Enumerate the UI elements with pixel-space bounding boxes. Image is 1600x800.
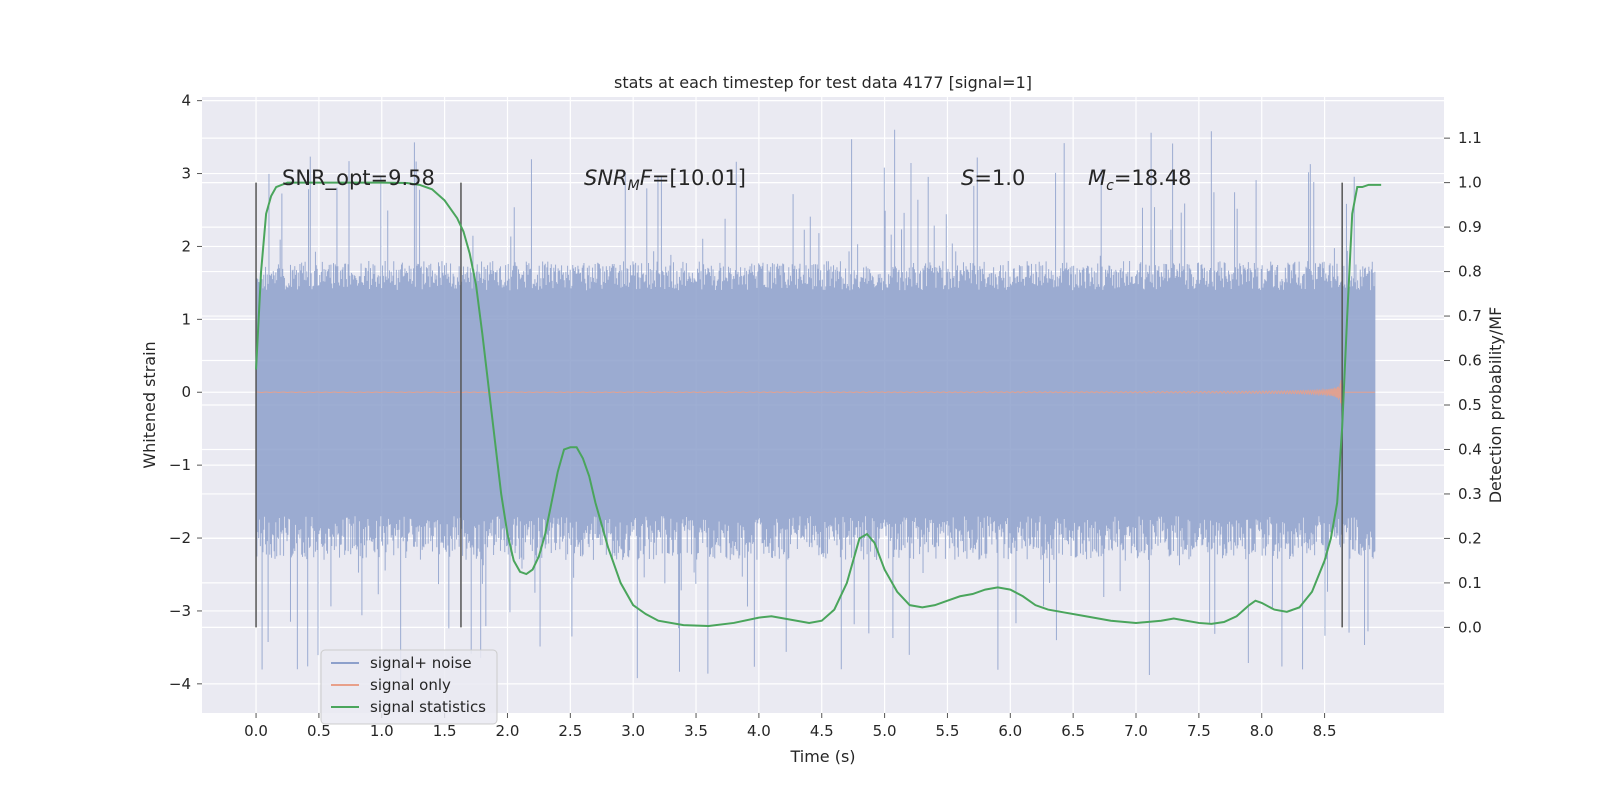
y2-tick-label-11: 0.0 [1458,618,1482,636]
y-tick-label-5: −1 [169,456,191,474]
annotation-s: S=1.0 [961,166,1025,190]
y2-tick-labels: 1.1 1.0 0.9 0.8 0.7 0.6 0.5 0.4 0.3 0.2 0.1 0.0 [1444,129,1482,636]
x-tick-label-9: 4.5 [810,722,834,740]
s-value: =1.0 [974,166,1025,190]
y2-tick-label-5: 0.6 [1458,352,1482,370]
x-tick-label-2: 1.0 [370,722,394,740]
x-tick-label-6: 3.0 [621,722,645,740]
vertical-markers [255,182,1343,628]
y2-tick-label-3: 0.8 [1458,263,1482,281]
y2-tick-label-1: 1.0 [1458,174,1482,192]
snr-mf-label2: F [640,166,653,190]
x-tick-label-3: 1.5 [433,722,457,740]
y-tick-label-7: −3 [169,602,191,620]
y-axis-label: Whitened strain [140,341,159,468]
x-tick-labels: 0.0 0.5 1.0 1.5 2.0 2.5 3.0 3.5 4.0 4.5 5.0 5.5 6.0 6… [244,713,1337,740]
y2-tick-label-9: 0.2 [1458,529,1482,547]
signal-only-series [255,380,1375,407]
y2-tick-label-4: 0.7 [1458,307,1482,325]
y-tick-label-4: 0 [181,383,191,401]
x-tick-label-14: 7.0 [1124,722,1148,740]
y-tick-label-3: 1 [181,310,191,328]
y-tick-labels: 4 3 2 1 0 −1 −2 −3 −4 [169,92,202,693]
s-label: S [961,166,974,190]
y2-tick-label-8: 0.3 [1458,485,1482,503]
x-tick-label-0: 0.0 [244,722,268,740]
y2-tick-label-7: 0.4 [1458,440,1482,458]
legend-label-stats: signal statistics [370,698,486,716]
x-tick-label-10: 5.0 [873,722,897,740]
x-tick-label-4: 2.0 [496,722,520,740]
x-tick-label-5: 2.5 [558,722,582,740]
x-tick-label-13: 6.5 [1061,722,1085,740]
snr-mf-value: =[10.01] [652,166,746,190]
legend-label-noise: signal+ noise [370,654,472,672]
x-tick-label-15: 7.5 [1187,722,1211,740]
x-tick-label-1: 0.5 [307,722,331,740]
y-tick-label-1: 3 [181,165,191,183]
y2-tick-label-10: 0.1 [1458,574,1482,592]
x-tick-label-11: 5.5 [936,722,960,740]
annotation-snr-mf: SNRMF=[10.01] [584,166,746,194]
x-tick-label-7: 3.5 [684,722,708,740]
x-tick-label-16: 8.0 [1250,722,1274,740]
mc-value: =18.48 [1114,166,1192,190]
mc-subscript: c [1106,178,1114,194]
chart-title: stats at each timestep for test data 417… [614,73,1032,92]
y-tick-label-8: −4 [169,675,191,693]
annotation-snr-opt: SNR_opt=9.58 [282,166,435,191]
signal-trace [255,380,1375,407]
statistics-line [255,181,1382,628]
legend: signal+ noise signal only signal statist… [320,649,498,725]
annotation-mc: Mc=18.48 [1088,166,1192,194]
x-tick-label-17: 8.5 [1313,722,1337,740]
y-tick-label-6: −2 [169,529,191,547]
snr-mf-label: SNR [584,166,628,190]
signal-statistics-series [255,181,1382,628]
legend-box [320,649,498,725]
x-tick-label-8: 4.0 [747,722,771,740]
y2-axis-label: Detection probability/MF [1486,307,1505,504]
snr-mf-subscript: M [628,178,640,194]
y-tick-label-2: 2 [181,237,191,255]
mc-label: M [1088,166,1106,190]
y2-tick-label-6: 0.5 [1458,396,1482,414]
y-tick-label-0: 4 [181,92,191,110]
y2-tick-label-0: 1.1 [1458,129,1482,147]
x-tick-label-12: 6.0 [998,722,1022,740]
y2-tick-label-2: 0.9 [1458,218,1482,236]
legend-label-signal: signal only [370,676,451,694]
x-axis-label: Time (s) [789,747,855,766]
